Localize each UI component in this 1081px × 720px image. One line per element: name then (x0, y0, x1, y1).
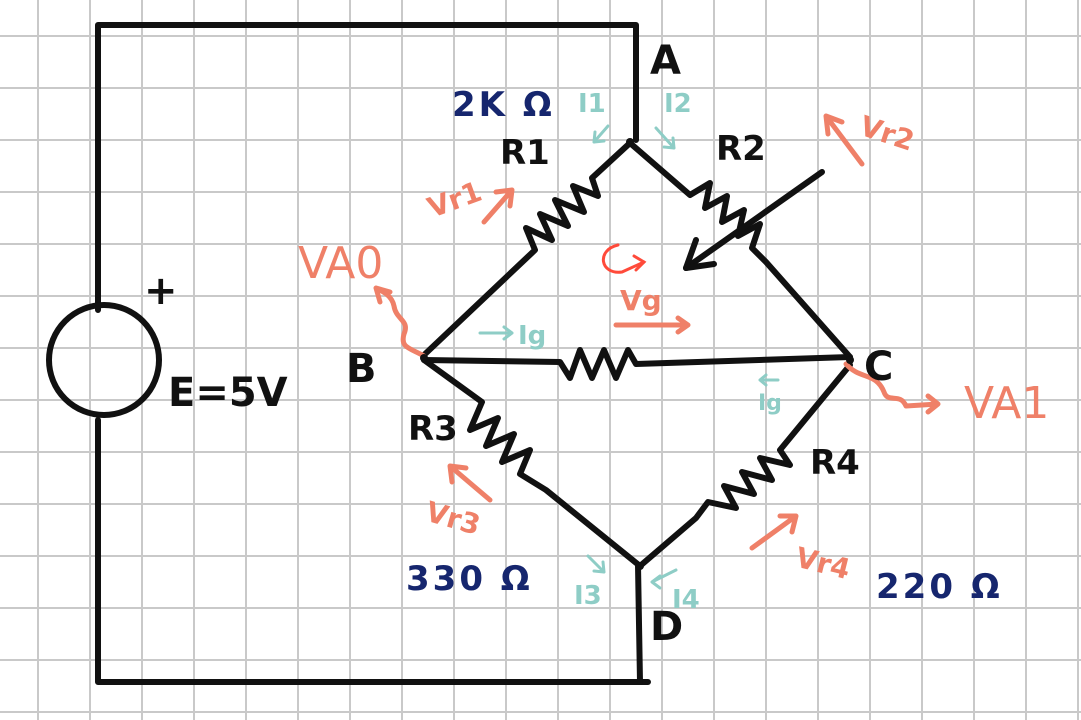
source-label: E=5V (168, 370, 288, 416)
node-d-label: D (650, 604, 683, 650)
resistor-r4 (637, 362, 853, 569)
vr1-arrow (481, 187, 515, 225)
node-b-label: B (346, 346, 377, 392)
i1-label: I1 (578, 89, 606, 119)
r2-name: R2 (716, 129, 766, 169)
va0-label: VA0 (298, 238, 383, 289)
va1-label: VA1 (964, 378, 1049, 429)
wire-top (95, 22, 639, 313)
i3-label: I3 (574, 581, 602, 611)
resistor-g (421, 347, 853, 381)
vr2-arrow (823, 113, 865, 167)
ig-c-label: Ig (758, 391, 782, 416)
voltage-source-icon (46, 302, 162, 418)
r3-value: 330 Ω (406, 559, 533, 599)
potentiometer-arrow-icon (683, 169, 825, 271)
resistor-r1 (421, 140, 633, 358)
i4-label: I4 (672, 585, 700, 615)
r4-name: R4 (810, 443, 860, 483)
i2-arrow (654, 126, 676, 150)
vg-arrow (613, 315, 691, 335)
wires (95, 22, 651, 685)
wire-d-down (635, 562, 643, 685)
resistor-r3 (421, 357, 643, 569)
r1-name: R1 (500, 133, 550, 173)
node-a-label: A (650, 38, 681, 84)
vr2-label: Vr2 (856, 109, 918, 157)
resistor-r2 (627, 140, 853, 360)
i4-arrow (650, 568, 678, 590)
vr4-label: Vr4 (792, 541, 853, 586)
va1-probe (843, 361, 941, 415)
junctions (420, 138, 854, 570)
current-arrows (478, 124, 780, 590)
r4-value: 220 Ω (876, 567, 1003, 607)
r1-value: 2K Ω (452, 85, 555, 125)
r3-name: R3 (408, 409, 458, 449)
vr3-label: Vr3 (422, 495, 484, 542)
loop-direction-icon (601, 243, 647, 274)
vg-label: Vg (620, 284, 662, 317)
ig-c-arrow (758, 373, 780, 387)
i3-arrow (586, 554, 606, 574)
node-c-label: C (864, 344, 893, 390)
voltage-arrows (373, 113, 941, 551)
ig-label: Ig (518, 321, 546, 351)
vr3-arrow (447, 463, 493, 503)
wire-bottom (95, 417, 651, 685)
i1-arrow (592, 124, 610, 144)
va0-probe (373, 285, 427, 359)
vr1-label: Vr1 (423, 175, 486, 225)
i2-label: I2 (664, 89, 692, 119)
vr4-arrow (749, 513, 799, 551)
ig-arrow (478, 325, 514, 341)
bridge (421, 140, 853, 569)
source-plus-label: + (144, 268, 178, 314)
